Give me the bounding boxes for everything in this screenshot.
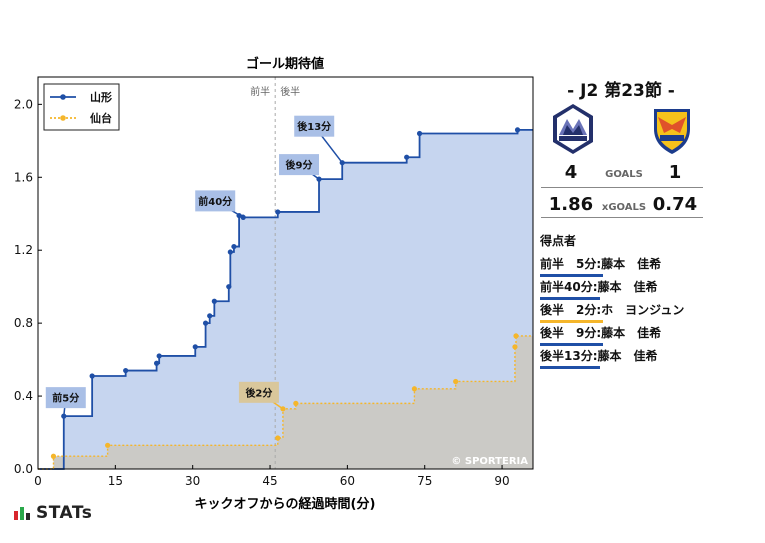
stats-bar-logo-icon <box>14 507 30 520</box>
scorer-item: 前半 5分:藤本 佳希 <box>540 255 662 277</box>
series-point-1 <box>50 453 57 459</box>
chart-title: ゴール期待値 <box>246 56 324 72</box>
scorer-item: 後半13分:藤本 佳希 <box>540 347 658 369</box>
annotation-box <box>195 190 236 212</box>
x-tick-label: 75 <box>417 474 432 488</box>
series-point-1 <box>275 435 281 441</box>
legend-marker-0 <box>60 94 66 100</box>
legend-marker-1 <box>60 115 66 121</box>
divider <box>541 187 703 188</box>
scorers-title: 得点者 <box>540 234 577 248</box>
match-round-title: - J2 第23節 - <box>567 81 675 101</box>
y-tick-label: 0.0 <box>14 462 33 476</box>
series-point-0 <box>231 243 237 250</box>
annotation-box <box>238 381 279 403</box>
series-area-1 <box>38 335 533 469</box>
y-tick-label: 1.6 <box>14 170 33 184</box>
series-point-0 <box>404 154 410 160</box>
series-point-0 <box>226 284 232 290</box>
montedio-yamagata-crest-icon <box>553 104 593 154</box>
y-tick-label: 0.4 <box>14 389 33 403</box>
vegalta-sendai-crest-icon <box>654 109 690 154</box>
series-point-0 <box>153 360 160 366</box>
scorer-item: 後半 9分:藤本 佳希 <box>540 324 662 346</box>
series-line-1 <box>38 335 533 470</box>
x-tick-label: 60 <box>340 474 355 488</box>
scorer-time: 後半 9分: <box>540 324 604 346</box>
home-xgoals: 1.86 <box>548 194 594 215</box>
stats-brand-name: STATs <box>36 503 93 523</box>
series-point-0 <box>123 367 129 374</box>
annotation-box <box>45 387 86 409</box>
goals-row: 4 GOALS 1 <box>541 162 703 188</box>
series-point-0 <box>227 249 233 255</box>
plot-frame <box>37 76 534 470</box>
legend-box <box>43 83 120 131</box>
x-tick-label: 15 <box>108 474 123 488</box>
series-point-1 <box>453 378 459 385</box>
series-point-0 <box>192 344 198 350</box>
series-point-0 <box>89 373 95 379</box>
series-point-0 <box>207 313 213 319</box>
scorer-player: 藤本 佳希 <box>601 257 662 271</box>
annotation-box <box>279 154 320 176</box>
series-point-0 <box>156 353 162 359</box>
series-point-0 <box>514 127 521 133</box>
series-point-1 <box>293 400 299 406</box>
first-half-label: 前半 <box>250 85 270 98</box>
second-half-label: 後半 <box>280 85 300 98</box>
annotation-label: 後13分 <box>297 120 331 133</box>
series-point-1 <box>512 344 518 350</box>
annotation-box <box>294 115 335 137</box>
series-point-0 <box>275 209 281 215</box>
y-tick-label: 1.2 <box>14 243 33 257</box>
annotation-label: 後2分 <box>245 386 272 399</box>
xgoals-row: 1.86 xGOALS 0.74 <box>541 192 703 218</box>
scorer-player: 藤本 佳希 <box>597 280 658 294</box>
series-point-1 <box>105 442 111 448</box>
x-tick-label: 90 <box>494 474 509 488</box>
scorer-time: 後半 2分: <box>540 301 604 323</box>
away-goals: 1 <box>668 162 682 183</box>
x-tick-label: 30 <box>185 474 200 488</box>
xgoals-label: xGOALS <box>601 202 647 213</box>
sporteria-watermark: © SPORTERIA <box>451 456 528 467</box>
x-tick-label: 45 <box>262 474 277 488</box>
series-point-0 <box>61 413 67 419</box>
y-tick-label: 0.8 <box>14 316 33 330</box>
scorer-item: 前半40分:藤本 佳希 <box>540 278 658 300</box>
home-goals: 4 <box>564 162 578 183</box>
goals-label: GOALS <box>605 169 643 180</box>
series-point-0 <box>211 298 217 304</box>
x-axis-label: キックオフからの経過時間(分) <box>195 496 376 512</box>
y-tick-label: 2.0 <box>14 97 33 111</box>
annotation-label: 後9分 <box>286 159 313 172</box>
annotation-label: 前5分 <box>52 392 79 405</box>
scorer-player: 藤本 佳希 <box>597 349 658 363</box>
x-tick-label: 0 <box>34 474 42 488</box>
series-area-0 <box>38 129 533 469</box>
away-xgoals: 0.74 <box>652 194 698 215</box>
scorer-item: 後半 2分:ホ ヨンジュン <box>540 301 685 323</box>
series-point-0 <box>416 130 423 137</box>
annotation-label: 前40分 <box>198 195 232 208</box>
scorer-time: 後半13分: <box>540 347 599 369</box>
divider <box>541 217 703 218</box>
scorer-player: 藤本 佳希 <box>601 326 662 340</box>
series-point-1 <box>513 333 519 339</box>
series-point-1 <box>411 386 418 392</box>
scorer-time: 前半 5分: <box>540 255 604 277</box>
legend-label-1: 仙台 <box>90 111 112 125</box>
scorer-player: ホ ヨンジュン <box>601 303 685 317</box>
legend-label-0: 山形 <box>90 90 112 104</box>
series-point-0 <box>202 320 209 326</box>
scorer-time: 前半40分: <box>540 278 599 300</box>
